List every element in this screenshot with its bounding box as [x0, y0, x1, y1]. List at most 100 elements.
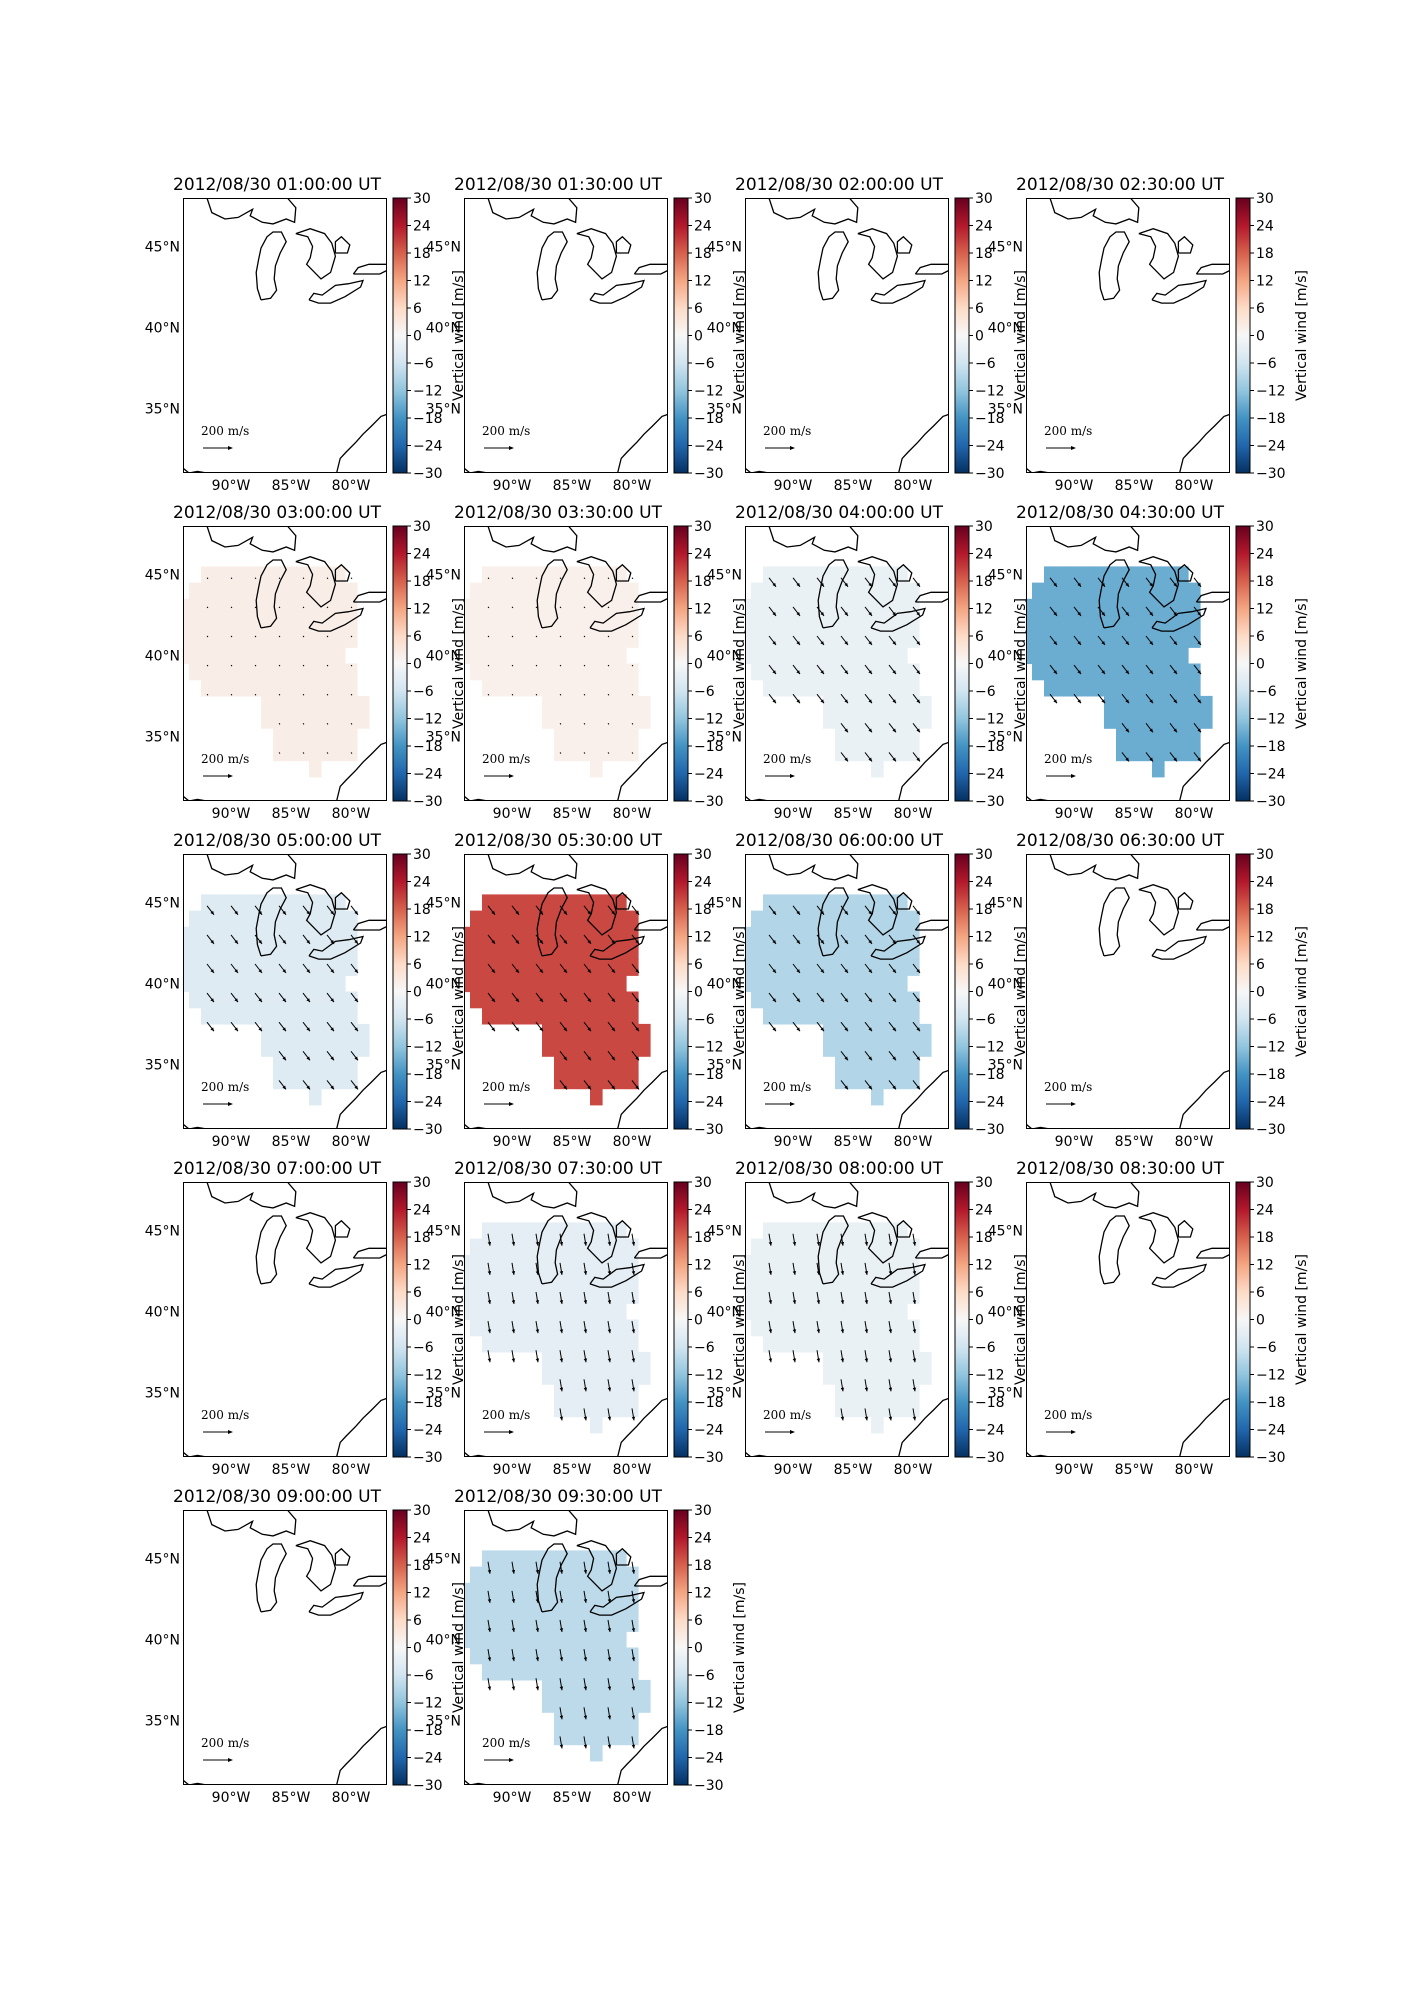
- wind-field-cell: [542, 1696, 555, 1713]
- wind-field-cell: [213, 582, 226, 600]
- wind-field-cell: [470, 1647, 483, 1665]
- coastline: [1138, 1212, 1180, 1264]
- colorbar-label: Vertical wind [m/s]: [1013, 926, 1029, 1057]
- wind-field-cell: [787, 943, 800, 960]
- lat-tick-label: 40°N: [426, 1632, 461, 1648]
- wind-field-cell: [847, 695, 860, 713]
- wind-field-cell: [345, 1007, 358, 1025]
- lat-tick-label: 45°N: [707, 1224, 742, 1240]
- wind-vector-arrow: [583, 693, 586, 696]
- wind-field-cell: [578, 1238, 591, 1256]
- coastline: [206, 1510, 297, 1537]
- colorbar-tick-label: −18: [413, 1395, 443, 1411]
- wind-field-cell: [883, 894, 896, 912]
- colorbar-tick-label: 18: [694, 1558, 712, 1574]
- wind-field-cell: [895, 1238, 908, 1256]
- wind-field-cell: [871, 1088, 884, 1106]
- wind-field-cell: [602, 959, 615, 976]
- lon-tick-label: 80°W: [613, 1462, 652, 1478]
- coastline: [536, 887, 568, 957]
- wind-vector-arrow: [511, 1262, 516, 1275]
- wind-field-cell: [775, 959, 788, 976]
- wind-vector-arrow: [607, 1021, 616, 1032]
- scale-arrow: 200 m/s: [482, 1736, 530, 1762]
- wind-field-cell: [201, 959, 214, 976]
- wind-field-cell: [285, 679, 298, 697]
- wind-field-cell: [1176, 615, 1189, 632]
- wind-field-cell: [787, 1303, 800, 1321]
- wind-field-cell: [1188, 679, 1201, 697]
- wind-vector-arrow: [350, 905, 359, 916]
- wind-field-cell: [309, 1023, 322, 1041]
- wind-field-cell: [189, 959, 202, 976]
- wind-vector-arrow: [511, 1021, 520, 1032]
- wind-vector-arrow: [583, 1080, 592, 1090]
- wind-field-cell: [883, 1023, 896, 1041]
- wind-field-cell: [1128, 712, 1141, 729]
- wind-vector-arrow: [631, 1021, 640, 1032]
- wind-field-cell: [273, 728, 286, 745]
- wind-field-cell: [333, 631, 346, 648]
- lat-tick-label: 35°N: [145, 729, 180, 745]
- wind-field-cell: [494, 1254, 507, 1272]
- coastline: [897, 346, 949, 473]
- coastline: [308, 1263, 365, 1288]
- wind-field-cell: [1152, 582, 1165, 600]
- wind-field-cell: [799, 631, 812, 648]
- wind-field-cell: [578, 1696, 591, 1713]
- wind-field-cell: [464, 1254, 471, 1272]
- wind-field-cell: [626, 663, 639, 681]
- wind-field-cell: [201, 566, 214, 584]
- coastline: [817, 231, 849, 301]
- lat-tick-label: 40°N: [988, 648, 1023, 664]
- wind-vector-arrow: [792, 1262, 797, 1275]
- colorbar-tick-label: −6: [975, 684, 996, 700]
- wind-vector-arrow: [487, 577, 490, 580]
- wind-field-cell: [1128, 679, 1141, 697]
- wind-field-cell: [895, 598, 908, 616]
- wind-field-cell: [345, 728, 358, 745]
- wind-vector-arrow: [816, 1291, 821, 1305]
- wind-field-cell: [626, 1238, 639, 1256]
- lon-tick-label: 80°W: [613, 806, 652, 822]
- wind-vector-arrow: [487, 1561, 492, 1574]
- wind-field-cell: [1092, 647, 1105, 665]
- wind-field-cell: [1080, 615, 1093, 632]
- wind-field-cell: [237, 910, 250, 928]
- coastline: [896, 235, 913, 254]
- coastline: [334, 1219, 351, 1238]
- wind-field-cell: [895, 1287, 908, 1304]
- wind-field-cell: [482, 1303, 495, 1321]
- wind-field-cell: [883, 695, 896, 713]
- wind-field-cell: [1116, 647, 1129, 665]
- wind-vector-arrow: [1193, 723, 1202, 733]
- coastline: [615, 891, 632, 910]
- wind-field-cell: [464, 1271, 471, 1288]
- colorbar-tick-label: 30: [413, 1503, 431, 1519]
- wind-field-cell: [237, 943, 250, 960]
- wind-vector-arrow: [607, 1649, 612, 1662]
- wind-field-cell: [811, 975, 824, 993]
- wind-vector-arrow: [607, 1590, 612, 1603]
- wind-field-cell: [751, 926, 764, 944]
- wind-vector-arrow: [816, 1233, 821, 1246]
- wind-field-cell: [285, 663, 298, 681]
- wind-field-cell: [297, 631, 310, 648]
- wind-field-cell: [578, 1271, 591, 1288]
- wind-field-cell: [626, 1368, 639, 1385]
- colorbar-tick-label: 18: [975, 246, 993, 262]
- wind-field-cell: [775, 582, 788, 600]
- wind-vector-arrow: [230, 905, 239, 916]
- colorbar-tick-label: 18: [1256, 902, 1274, 918]
- wind-field-cell: [614, 975, 627, 993]
- colorbar-tick-label: −24: [413, 1095, 443, 1111]
- wind-field-cell: [566, 1287, 579, 1304]
- wind-field-cell: [578, 1566, 591, 1584]
- lat-tick-label: 45°N: [426, 240, 461, 256]
- colorbar-tick-label: −30: [975, 1450, 1005, 1466]
- wind-field-cell: [506, 1566, 519, 1584]
- wind-field-cell: [835, 1303, 848, 1321]
- colorbar-tick-label: −24: [694, 1423, 724, 1439]
- wind-vector-arrow: [607, 992, 616, 1003]
